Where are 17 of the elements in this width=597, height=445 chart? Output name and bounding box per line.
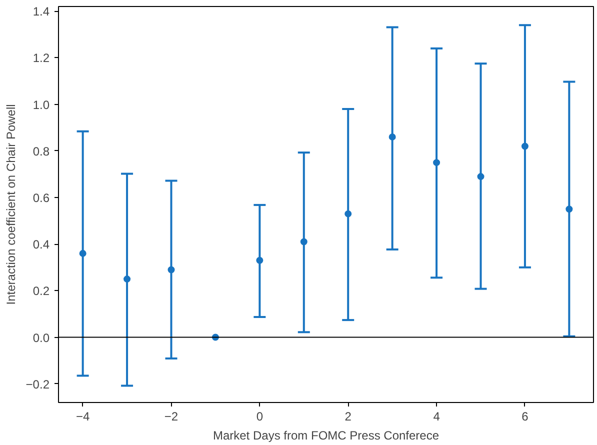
x-tick-label: 4 — [433, 410, 440, 424]
y-tick-label: 0.8 — [32, 144, 50, 158]
y-tick-label: 0.6 — [32, 191, 50, 206]
x-tick-label: −4 — [76, 410, 90, 424]
y-tick-label: 0.0 — [32, 330, 50, 345]
y-axis-title: Interaction coefficient on Chair Powell — [4, 104, 18, 305]
y-tick-label: −0.2 — [26, 377, 50, 392]
y-tick-label: 0.4 — [32, 238, 50, 252]
y-tick-label: 0.2 — [32, 284, 50, 298]
x-tick-label: 6 — [522, 410, 529, 424]
y-tick-label: 1.0 — [32, 98, 50, 112]
x-tick-label: 0 — [256, 410, 264, 424]
y-tick-label: 1.4 — [32, 4, 50, 19]
y-tick-label: 1.2 — [32, 51, 50, 66]
x-axis-title: Market Days from FOMC Press Conferece — [212, 428, 440, 442]
x-tick-label: 2 — [344, 410, 352, 424]
x-tick-label: −2 — [164, 410, 178, 424]
